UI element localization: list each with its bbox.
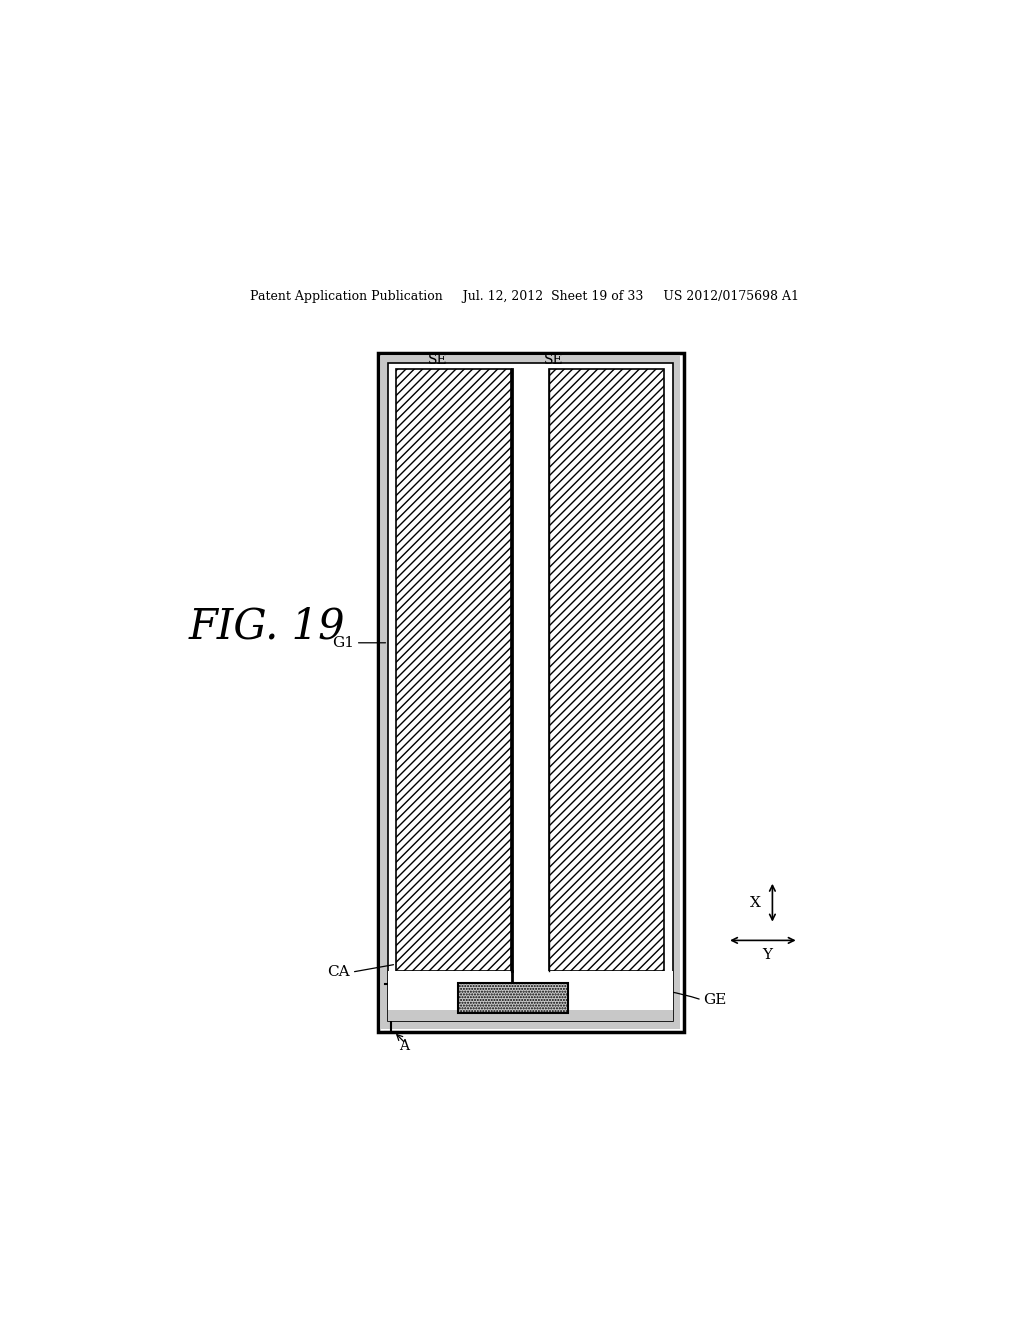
Bar [550,370,665,970]
Text: Y: Y [763,948,773,962]
Text: Patent Application Publication     Jul. 12, 2012  Sheet 19 of 33     US 2012/017: Patent Application Publication Jul. 12, … [250,290,800,304]
Text: G2: G2 [469,601,492,614]
Bar [381,356,680,1028]
Bar [388,363,673,1022]
Bar [396,370,511,970]
Text: X: X [750,896,761,909]
Text: SE: SE [428,352,447,367]
Text: CA: CA [328,965,350,979]
Bar [378,354,684,1032]
Text: GE: GE [703,993,727,1007]
Text: A: A [399,1039,410,1053]
Text: A: A [412,974,421,989]
Text: SE: SE [545,352,564,367]
Bar [388,1010,673,1022]
Bar [458,983,567,1014]
Bar [388,970,673,1022]
Text: FIG. 19: FIG. 19 [188,606,345,648]
Text: G1: G1 [332,636,354,649]
